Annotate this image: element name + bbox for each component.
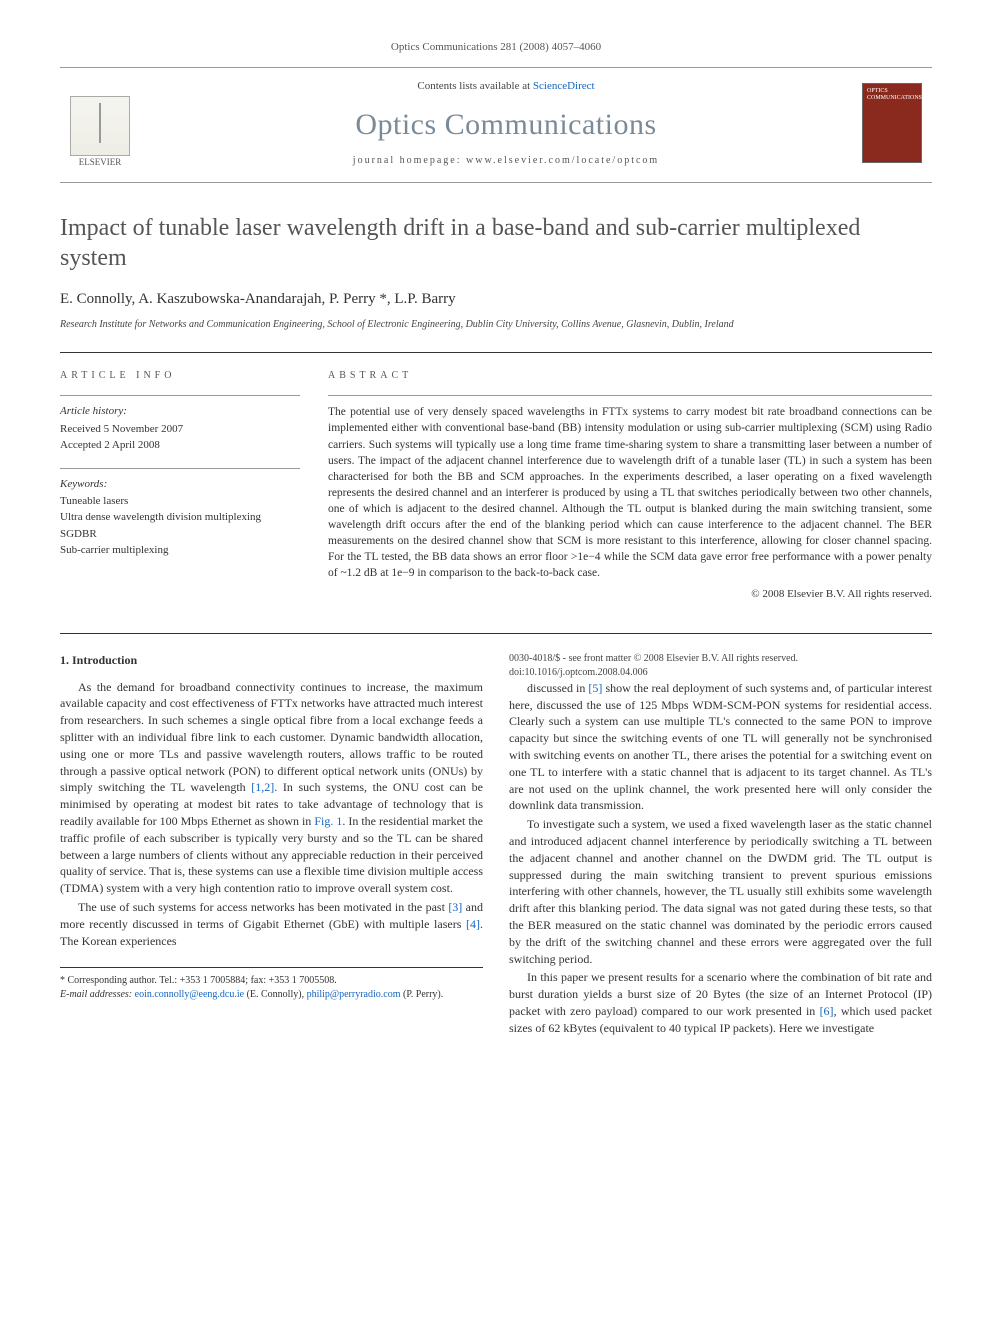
journal-cover-thumb: OPTICS COMMUNICATIONS	[862, 83, 922, 163]
contents-prefix: Contents lists available at	[417, 80, 532, 92]
paragraph: In this paper we present results for a s…	[509, 969, 932, 1036]
article-history: Article history: Received 5 November 200…	[60, 395, 300, 453]
sciencedirect-link[interactable]: ScienceDirect	[533, 80, 595, 92]
ref-link[interactable]: [5]	[588, 681, 602, 695]
figure-link[interactable]: Fig. 1	[314, 814, 342, 828]
publisher-logo: ELSEVIER	[60, 78, 140, 168]
keyword: Tuneable lasers	[60, 494, 300, 509]
paragraph: The use of such systems for access netwo…	[60, 899, 483, 949]
keywords-block: Keywords: Tuneable lasers Ultra dense wa…	[60, 468, 300, 559]
article-info-column: ARTICLE INFO Article history: Received 5…	[60, 369, 300, 602]
history-label: Article history:	[60, 404, 300, 419]
email-link[interactable]: philip@perryradio.com	[307, 989, 401, 1000]
contents-available: Contents lists available at ScienceDirec…	[162, 79, 850, 94]
body-text: 1. Introduction As the demand for broadb…	[60, 633, 932, 1037]
ref-link[interactable]: [1,2]	[251, 780, 274, 794]
p1-text: As the demand for broadband connectivity…	[60, 680, 483, 896]
paragraph: As the demand for broadband connectivity…	[60, 679, 483, 897]
p2-text: The use of such systems for access netwo…	[60, 900, 483, 948]
keywords-label: Keywords:	[60, 477, 300, 492]
abstract-text: The potential use of very densely spaced…	[328, 395, 932, 581]
p5-text: In this paper we present results for a s…	[509, 970, 932, 1034]
p3-text: discussed in [5] show the real deploymen…	[509, 681, 932, 813]
abstract-column: ABSTRACT The potential use of very dense…	[328, 369, 932, 602]
front-matter-line: 0030-4018/$ - see front matter © 2008 El…	[509, 652, 932, 666]
email-line: E-mail addresses: eoin.connolly@eeng.dcu…	[60, 988, 483, 1002]
homepage-label: journal homepage:	[353, 155, 466, 166]
p4-text: To investigate such a system, we used a …	[509, 817, 932, 965]
paragraph: To investigate such a system, we used a …	[509, 816, 932, 967]
footer-meta: 0030-4018/$ - see front matter © 2008 El…	[509, 652, 932, 680]
accepted-date: Accepted 2 April 2008	[60, 438, 300, 453]
elsevier-tree-icon	[70, 96, 130, 156]
article-title: Impact of tunable laser wavelength drift…	[60, 213, 932, 273]
citation-line: Optics Communications 281 (2008) 4057–40…	[60, 40, 932, 55]
homepage-url: www.elsevier.com/locate/optcom	[466, 155, 659, 166]
keyword: Ultra dense wavelength division multiple…	[60, 510, 300, 525]
corresponding-author: * Corresponding author. Tel.: +353 1 700…	[60, 974, 483, 988]
article-info-heading: ARTICLE INFO	[60, 369, 300, 383]
keyword: SGDBR	[60, 527, 300, 542]
journal-homepage: journal homepage: www.elsevier.com/locat…	[162, 154, 850, 168]
section-heading: 1. Introduction	[60, 652, 483, 669]
keyword: Sub-carrier multiplexing	[60, 543, 300, 558]
email2-who: (P. Perry).	[400, 989, 443, 1000]
paragraph: discussed in [5] show the real deploymen…	[509, 680, 932, 814]
footnotes: * Corresponding author. Tel.: +353 1 700…	[60, 967, 483, 1002]
received-date: Received 5 November 2007	[60, 422, 300, 437]
abstract-copyright: © 2008 Elsevier B.V. All rights reserved…	[328, 587, 932, 602]
journal-title: Optics Communications	[162, 104, 850, 146]
masthead: ELSEVIER Contents lists available at Sci…	[60, 67, 932, 183]
authors: E. Connolly, A. Kaszubowska-Anandarajah,…	[60, 289, 932, 310]
email1-who: (E. Connolly),	[244, 989, 307, 1000]
affiliation: Research Institute for Networks and Comm…	[60, 318, 932, 332]
ref-link[interactable]: [3]	[448, 900, 462, 914]
publisher-name: ELSEVIER	[79, 156, 122, 169]
ref-link[interactable]: [4]	[466, 917, 480, 931]
ref-link[interactable]: [6]	[820, 1004, 834, 1018]
email-label: E-mail addresses:	[60, 989, 135, 1000]
doi-line: doi:10.1016/j.optcom.2008.04.006	[509, 666, 932, 680]
abstract-heading: ABSTRACT	[328, 369, 932, 383]
email-link[interactable]: eoin.connolly@eeng.dcu.ie	[135, 989, 244, 1000]
